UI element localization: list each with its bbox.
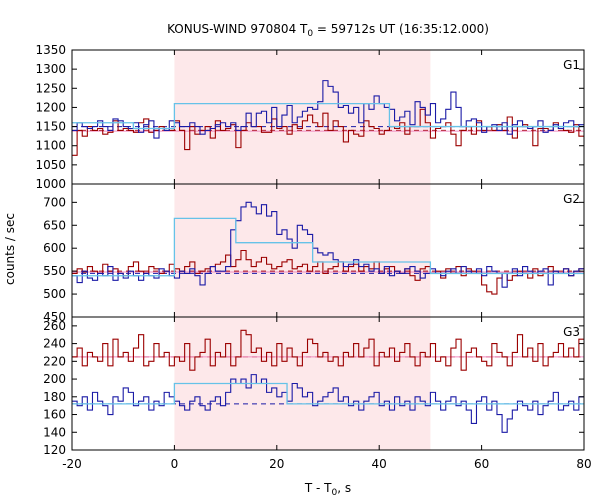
panel-label-G2: G2 xyxy=(563,192,580,206)
y-tick-label-G2-550: 550 xyxy=(43,264,66,278)
y-tick-label-G3-140: 140 xyxy=(43,425,66,439)
y-tick-label-G2-600: 600 xyxy=(43,241,66,255)
chart-title-main: KONUS-WIND 970804 T xyxy=(167,22,308,36)
x-tick-label-0: 0 xyxy=(171,457,179,471)
y-tick-label-G3-240: 240 xyxy=(43,337,66,351)
cyan-fit-G1 xyxy=(72,102,584,130)
x-tick-label-20: 20 xyxy=(269,457,284,471)
y-tick-label-G2-500: 500 xyxy=(43,287,66,301)
blue-series-G3 xyxy=(72,374,584,433)
y-tick-label-G1-1250: 1250 xyxy=(35,81,66,95)
highlight-band-G2 xyxy=(174,184,431,317)
x-tick-label-60: 60 xyxy=(474,457,489,471)
y-tick-label-G3-180: 180 xyxy=(43,390,66,404)
y-tick-label-G1-1050: 1050 xyxy=(35,158,66,172)
x-axis-label-main: T - T xyxy=(304,481,332,495)
y-tick-label-G1-1300: 1300 xyxy=(35,62,66,76)
y-tick-label-G2-650: 650 xyxy=(43,218,66,232)
red-series-G3 xyxy=(72,329,584,371)
y-tick-label-G3-160: 160 xyxy=(43,408,66,422)
y-tick-label-G1-1350: 1350 xyxy=(35,43,66,57)
cyan-fit-G3 xyxy=(72,382,584,405)
chart-title: KONUS-WIND 970804 T0 = 59712s UT (16:35:… xyxy=(167,22,489,39)
y-tick-label-G3-120: 120 xyxy=(43,443,66,457)
y-tick-label-G3-220: 220 xyxy=(43,354,66,368)
y-tick-label-G1-1000: 1000 xyxy=(35,177,66,191)
chart-title-rest: = 59712s UT (16:35:12.000) xyxy=(313,22,489,36)
panel-frame-G3 xyxy=(71,316,585,451)
panels-group: 10001050110011501200125013001350G1450500… xyxy=(35,43,591,471)
y-tick-label-G3-200: 200 xyxy=(43,372,66,386)
y-tick-label-G2-700: 700 xyxy=(43,195,66,209)
y-tick-label-G1-1150: 1150 xyxy=(35,120,66,134)
x-tick-label-40: 40 xyxy=(372,457,387,471)
x-tick-label-80: 80 xyxy=(576,457,591,471)
chart-title-sub: 0 xyxy=(307,29,313,39)
panel-label-G3: G3 xyxy=(563,325,580,339)
panel-label-G1: G1 xyxy=(563,58,580,72)
cyan-fit-G2 xyxy=(72,217,584,277)
x-axis-label-sub: 0 xyxy=(332,488,338,498)
y-tick-label-G3-260: 260 xyxy=(43,319,66,333)
x-axis-label-rest: , s xyxy=(337,481,351,495)
y-tick-label-G1-1200: 1200 xyxy=(35,100,66,114)
y-axis-label: counts / sec xyxy=(3,213,17,285)
x-axis-label: T - T0, s xyxy=(304,481,351,498)
y-tick-label-G2-450: 450 xyxy=(43,310,66,324)
blue-series-G1 xyxy=(72,80,584,139)
x-tick-label--20: -20 xyxy=(62,457,82,471)
y-tick-label-G1-1100: 1100 xyxy=(35,139,66,153)
